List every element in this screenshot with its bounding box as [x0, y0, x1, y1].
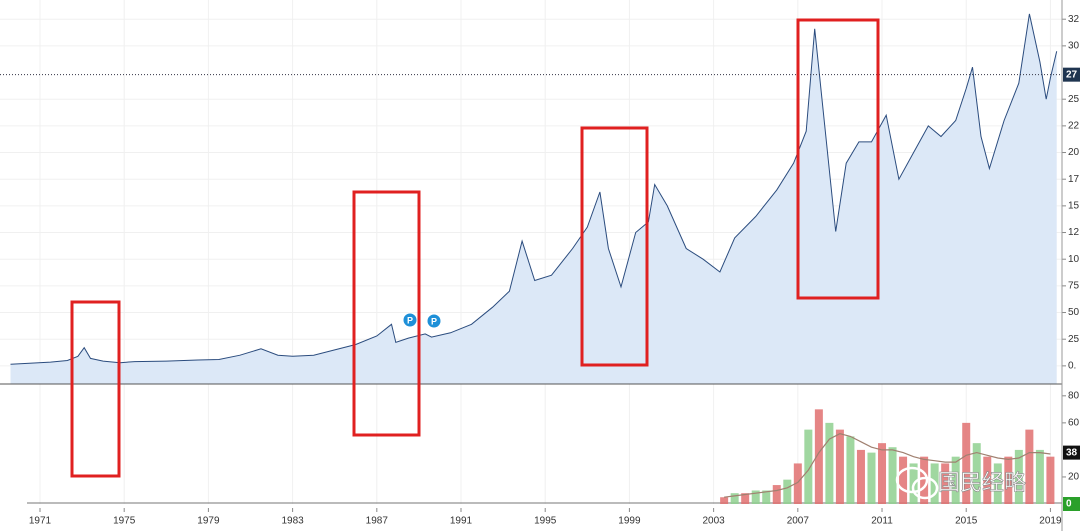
- volume-bar: [720, 497, 729, 504]
- y-tick-label: 75: [1068, 281, 1080, 292]
- watermark: 国民经略: [895, 466, 1026, 500]
- volume-bar: [951, 456, 960, 504]
- volume-bar: [730, 493, 739, 504]
- x-tick-label: 1979: [197, 516, 220, 527]
- x-tick-label: 1995: [534, 516, 557, 527]
- y-tick-label: 30: [1068, 41, 1080, 52]
- volume-bar: [804, 429, 813, 504]
- volume-bar: [993, 463, 1002, 504]
- y-tick-label: 25: [1068, 334, 1080, 345]
- volume-bar: [1046, 456, 1055, 504]
- highlight-box: [796, 18, 880, 300]
- volume-bar: [783, 479, 792, 504]
- event-marker: [426, 313, 442, 329]
- volume-bar: [878, 443, 887, 504]
- volume-bar: [920, 456, 929, 504]
- moving-average: [724, 433, 1051, 498]
- y-tick-label: 22: [1068, 121, 1080, 132]
- x-tick-label: 1971: [29, 516, 52, 527]
- volume-bar: [772, 485, 781, 504]
- x-tick-label: 1991: [450, 516, 473, 527]
- volume-bar: [856, 449, 865, 504]
- y-tick-label: 20: [1068, 472, 1080, 483]
- volume-bar: [1025, 429, 1034, 504]
- volume-bar: [793, 463, 802, 504]
- wechat-icon: [911, 476, 939, 500]
- area: [10, 13, 1057, 385]
- x-tick-label: 1975: [113, 516, 136, 527]
- current-price-box: [1063, 67, 1080, 82]
- volume-bar: [825, 422, 834, 504]
- volume-bar: [941, 463, 950, 504]
- highlight-box: [70, 300, 121, 478]
- y-tick-label: 15: [1068, 201, 1080, 212]
- volume-bar: [762, 490, 771, 504]
- value-marker: [1063, 445, 1080, 460]
- price-line: [10, 13, 1058, 365]
- y-tick-label: 32: [1068, 14, 1080, 25]
- x-tick-label: 1999: [618, 516, 641, 527]
- wechat-icon: [895, 466, 929, 494]
- volume-bar: [814, 409, 823, 504]
- volume-bar: [867, 452, 876, 504]
- volume-bar: [751, 490, 760, 504]
- highlight-box: [352, 190, 421, 437]
- volume-bar: [1035, 449, 1044, 504]
- x-tick-label: 2019: [1039, 516, 1062, 527]
- x-tick-label: 1987: [366, 516, 389, 527]
- y-tick-label: 17: [1068, 174, 1080, 185]
- volume-bar: [835, 429, 844, 504]
- event-marker: [402, 312, 418, 328]
- volume-bar: [888, 447, 897, 504]
- event-marker-label: P: [431, 316, 437, 326]
- volume-bar: [741, 493, 750, 504]
- x-tick-label: 2003: [702, 516, 725, 527]
- y-tick-label: 20: [1068, 147, 1080, 158]
- volume-bar: [899, 456, 908, 504]
- volume-bar: [1014, 449, 1023, 504]
- x-tick-label: 2015: [955, 516, 978, 527]
- value-marker-label: 38: [1066, 447, 1078, 458]
- y-tick-label: 10: [1068, 254, 1080, 265]
- current-price-label: 27: [1066, 69, 1078, 80]
- volume-bar: [846, 436, 855, 504]
- x-tick-label: 2007: [787, 516, 810, 527]
- x-tick-label: 2011: [871, 516, 893, 527]
- value-marker: [1063, 497, 1080, 511]
- y-tick-label: 80: [1068, 390, 1080, 401]
- x-tick-label: 1983: [281, 516, 304, 527]
- y-tick-label: 0.: [1068, 361, 1076, 372]
- event-marker-label: P: [407, 315, 413, 325]
- volume-bar: [983, 456, 992, 504]
- y-tick-label: 60: [1068, 418, 1080, 429]
- volume-bar: [962, 422, 971, 504]
- y-tick-label: 50: [1068, 307, 1080, 318]
- volume-bar: [972, 443, 981, 504]
- y-tick-label: 12: [1068, 227, 1080, 238]
- watermark-text: 国民经略: [938, 470, 1026, 495]
- volume-bar: [1004, 456, 1013, 504]
- highlight-box: [580, 126, 649, 367]
- value-marker-label: 0: [1066, 499, 1072, 510]
- y-tick-label: 25: [1068, 94, 1080, 105]
